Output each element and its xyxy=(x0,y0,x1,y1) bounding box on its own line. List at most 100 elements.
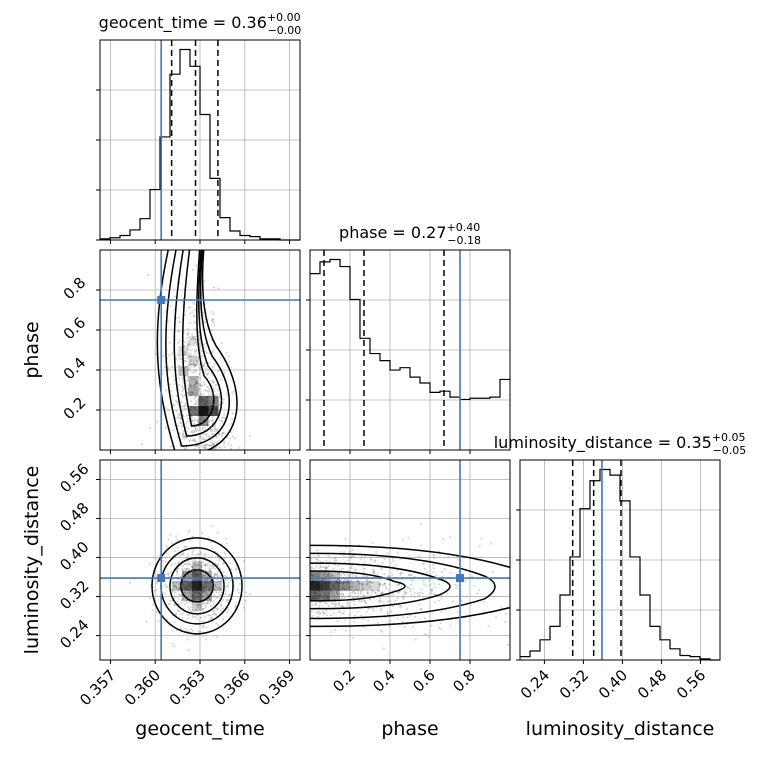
sample-point xyxy=(414,638,417,641)
sample-point xyxy=(203,446,206,449)
sample-point xyxy=(190,394,193,397)
sample-point xyxy=(178,330,181,333)
sample-point xyxy=(388,624,391,627)
sample-point xyxy=(208,569,211,572)
sample-point xyxy=(163,366,166,369)
density-bin xyxy=(330,590,340,601)
sample-point xyxy=(339,568,342,571)
sample-point xyxy=(211,540,214,543)
sample-point xyxy=(354,575,357,578)
sample-point xyxy=(202,555,205,558)
sample-point xyxy=(191,311,194,314)
sample-point xyxy=(182,572,185,575)
sample-point xyxy=(454,583,457,586)
sample-point xyxy=(354,574,357,577)
sample-point xyxy=(372,571,375,574)
sample-point xyxy=(344,537,347,540)
sample-point xyxy=(208,444,211,447)
sample-point xyxy=(396,551,399,554)
sample-point xyxy=(311,567,314,570)
sample-point xyxy=(386,612,389,615)
sample-point xyxy=(185,570,188,573)
sample-point xyxy=(182,405,185,408)
contour-line xyxy=(310,552,496,620)
sample-point xyxy=(330,574,333,577)
sample-point xyxy=(216,551,219,554)
sample-point xyxy=(207,386,210,389)
density-bin xyxy=(182,590,193,601)
sample-point xyxy=(175,612,178,615)
sample-point xyxy=(387,600,390,603)
sample-point xyxy=(203,427,206,430)
sample-point xyxy=(204,574,207,577)
histogram-panel-phase xyxy=(306,250,510,454)
sample-point xyxy=(199,565,202,568)
sample-point xyxy=(180,425,183,428)
sample-point xyxy=(348,585,351,588)
sample-point xyxy=(338,573,341,576)
sample-point xyxy=(186,332,189,335)
sample-point xyxy=(180,602,183,605)
sample-point xyxy=(204,563,207,566)
sample-point xyxy=(193,564,196,567)
sample-point xyxy=(185,446,188,449)
sample-point xyxy=(399,573,402,576)
sample-point xyxy=(209,568,212,571)
sample-point xyxy=(365,602,368,605)
sample-point xyxy=(401,538,404,541)
sample-point xyxy=(193,558,196,561)
sample-point xyxy=(177,608,180,611)
sample-point xyxy=(192,392,195,395)
density-bin xyxy=(330,580,340,591)
sample-point xyxy=(219,567,222,570)
sample-point xyxy=(230,447,233,450)
sample-point xyxy=(342,586,345,589)
sample-point xyxy=(195,381,198,384)
sample-point xyxy=(371,607,374,610)
sample-point xyxy=(189,385,192,388)
sample-point xyxy=(338,604,341,607)
sample-point xyxy=(191,301,194,304)
density-bin xyxy=(320,590,330,601)
sample-point xyxy=(213,444,216,447)
sample-point xyxy=(173,584,176,587)
sample-point xyxy=(198,366,201,369)
sample-point xyxy=(394,599,397,602)
sample-point xyxy=(192,314,195,317)
sample-point xyxy=(197,389,200,392)
density-bin xyxy=(188,356,199,366)
sample-point xyxy=(341,605,344,608)
sample-point xyxy=(185,567,188,570)
sample-point xyxy=(209,428,212,431)
density-bin xyxy=(350,580,360,591)
density-bin xyxy=(192,600,203,611)
histogram-step-phase xyxy=(310,258,510,401)
sample-point xyxy=(213,387,216,390)
sample-point xyxy=(369,597,372,600)
sample-point xyxy=(218,393,221,396)
sample-point xyxy=(191,419,194,422)
sample-point xyxy=(210,616,213,619)
sample-point xyxy=(211,349,214,352)
sample-point xyxy=(345,583,348,586)
sample-point xyxy=(357,582,360,585)
sample-point xyxy=(359,589,362,592)
sample-point xyxy=(204,370,207,373)
sample-point xyxy=(335,559,338,562)
sample-point xyxy=(179,627,182,630)
sample-point xyxy=(223,440,226,443)
sample-point xyxy=(183,435,186,438)
sample-point xyxy=(227,442,230,445)
sample-point xyxy=(203,424,206,427)
sample-point xyxy=(200,417,203,420)
sample-point xyxy=(378,601,381,604)
sample-point xyxy=(355,588,358,591)
sample-point xyxy=(341,605,344,608)
sample-point xyxy=(186,567,189,570)
sample-point xyxy=(492,595,495,598)
contour-line xyxy=(310,570,406,602)
sample-point xyxy=(374,559,377,562)
sample-point xyxy=(321,610,324,613)
sample-point xyxy=(187,355,190,358)
sample-point xyxy=(188,529,191,532)
